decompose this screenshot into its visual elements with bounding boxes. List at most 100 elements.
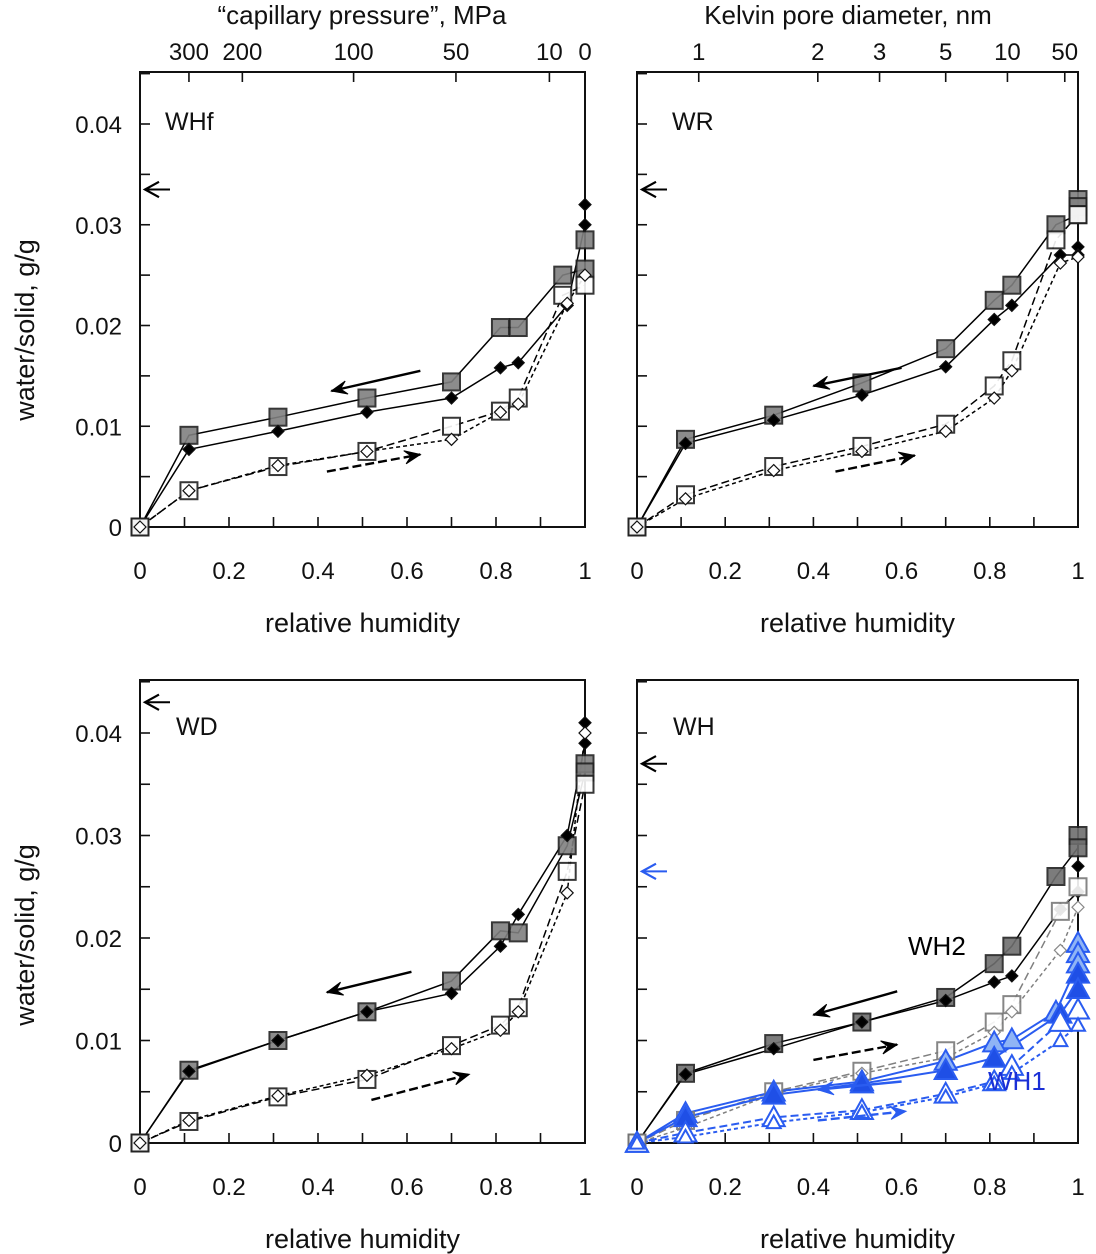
filled-diamond-marker bbox=[766, 1041, 781, 1056]
adsorption-arrow-shaft bbox=[371, 1073, 470, 1102]
y-axis-title-bottom: water/solid, g/g bbox=[10, 844, 40, 1027]
reference-arrow-head bbox=[142, 693, 160, 711]
series-line bbox=[636, 866, 1079, 1144]
open-square-marker bbox=[1068, 205, 1088, 225]
x-tick-label: 0.6 bbox=[885, 1174, 918, 1201]
x-tick-label: 0 bbox=[133, 558, 146, 585]
open-triangle-marker bbox=[1065, 996, 1091, 1020]
filled-diamond-marker bbox=[182, 1064, 196, 1079]
filled-diamond-marker bbox=[360, 405, 374, 419]
open-triangle-small-marker bbox=[936, 1087, 955, 1104]
adsorption-arrow-shaft bbox=[326, 453, 421, 473]
top-axis-tick-label: 100 bbox=[334, 39, 374, 66]
open-diamond-marker bbox=[493, 405, 508, 419]
top-axis-tick-label: 50 bbox=[1051, 39, 1078, 66]
filled-square-marker bbox=[936, 339, 956, 359]
x-tick-label: 0 bbox=[133, 1174, 146, 1201]
series-line bbox=[636, 835, 1079, 1144]
filled-diamond-marker bbox=[271, 424, 285, 439]
panel-wr: 0 0.2 0.4 0.6 0.8 1 relative humidity 1 2 3 5 10 50 W… bbox=[627, 39, 1088, 638]
adsorption-arrow-head bbox=[889, 1105, 908, 1120]
open-diamond-marker bbox=[511, 1004, 526, 1019]
open-diamond-marker bbox=[1071, 250, 1085, 264]
x-axis-title: relative humidity bbox=[760, 608, 956, 638]
x-tick-label: 0.4 bbox=[301, 1174, 334, 1201]
y-tick-label: 0.03 bbox=[75, 213, 122, 240]
desorption-arrow-shaft bbox=[813, 366, 902, 388]
adsorption-arrow-shaft bbox=[817, 1110, 907, 1122]
filled-diamond-marker bbox=[444, 391, 459, 405]
open-diamond-marker bbox=[855, 444, 869, 459]
x-tick-label: 0.2 bbox=[709, 558, 742, 585]
open-triangle-small-marker bbox=[1069, 1016, 1087, 1032]
panel-whf: 0 0.2 0.4 0.6 0.8 1 relative humidity 0 0.01 0.02… bbox=[75, 39, 595, 638]
filled-diamond-marker bbox=[560, 828, 575, 843]
open-diamond-marker bbox=[1053, 256, 1068, 270]
open-triangle-small-marker bbox=[765, 1113, 783, 1130]
top-axis-tick-label: 200 bbox=[222, 39, 262, 66]
filled-square-marker bbox=[575, 230, 595, 250]
open-diamond-marker bbox=[1071, 900, 1085, 915]
adsorption-arrow-shaft bbox=[813, 1043, 898, 1062]
filled-square-marker bbox=[1002, 275, 1022, 295]
panel-label: WHf bbox=[165, 108, 214, 136]
filled-diamond-marker bbox=[855, 1015, 869, 1029]
y-tick-label: 0.01 bbox=[75, 1029, 122, 1056]
open-diamond-marker bbox=[766, 463, 781, 478]
open-diamond-marker bbox=[560, 886, 575, 900]
y-tick-label: 0.02 bbox=[75, 926, 122, 953]
desorption-arrow-shaft bbox=[817, 1080, 902, 1091]
x-tick-label: 0.4 bbox=[301, 558, 334, 585]
filled-square-marker bbox=[1046, 867, 1066, 886]
filled-square-marker bbox=[357, 388, 377, 408]
adsorption-arrow-head bbox=[897, 451, 917, 466]
desorption-arrow-shaft bbox=[326, 970, 412, 994]
filled-triangle-marker bbox=[981, 1044, 1007, 1068]
open-square-marker bbox=[1046, 230, 1066, 250]
desorption-arrow-head bbox=[812, 1003, 831, 1018]
panel-label: WH bbox=[673, 713, 715, 741]
top-axis-title-capillary-pressure: “capillary pressure”, MPa bbox=[218, 0, 508, 30]
open-triangle-small-marker bbox=[628, 1133, 646, 1150]
filled-diamond-marker bbox=[578, 197, 592, 212]
open-diamond-marker bbox=[938, 424, 953, 439]
reference-arrow-head bbox=[639, 862, 657, 881]
y-axis-title-top: water/solid, g/g bbox=[10, 239, 40, 422]
open-triangle-small-marker bbox=[985, 1074, 1003, 1091]
filled-diamond-marker bbox=[578, 736, 592, 751]
open-triangle-small-marker bbox=[1051, 1031, 1070, 1048]
x-tick-label: 1 bbox=[1071, 558, 1084, 585]
adsorption-arrow-head bbox=[452, 1071, 471, 1086]
y-tick-label: 0 bbox=[109, 515, 122, 542]
panel-wd: 0 0.2 0.4 0.6 0.8 1 relative humidity 0 0.01 0.02… bbox=[75, 679, 595, 1254]
x-tick-label: 0.6 bbox=[390, 558, 423, 585]
x-tick-label: 1 bbox=[1071, 1174, 1084, 1201]
open-diamond-marker bbox=[271, 458, 285, 473]
top-axis-tick-label: 10 bbox=[536, 39, 563, 66]
filled-triangle-light-marker bbox=[999, 1026, 1025, 1050]
x-axis-title: relative humidity bbox=[265, 1224, 461, 1254]
filled-square-marker bbox=[984, 954, 1004, 974]
x-axis-title: relative humidity bbox=[265, 608, 461, 638]
x-tick-label: 0 bbox=[630, 1174, 643, 1201]
x-tick-label: 0 bbox=[630, 558, 643, 585]
series-line bbox=[139, 784, 586, 1144]
series-label: WH1 bbox=[988, 1066, 1046, 1096]
filled-diamond-marker bbox=[678, 1067, 693, 1082]
open-diamond-marker bbox=[133, 1136, 147, 1150]
panel-label: WR bbox=[672, 108, 714, 136]
open-diamond-marker bbox=[560, 296, 575, 311]
open-triangle-marker bbox=[1047, 1008, 1074, 1032]
filled-triangle-marker bbox=[761, 1081, 787, 1105]
y-tick-label: 0.04 bbox=[75, 112, 122, 139]
open-diamond-marker bbox=[182, 483, 196, 498]
open-triangle-small-marker bbox=[1003, 1064, 1021, 1080]
filled-triangle-marker bbox=[933, 1057, 959, 1081]
filled-diamond-marker bbox=[493, 360, 508, 375]
x-axis-title: relative humidity bbox=[760, 1224, 956, 1254]
filled-square-marker bbox=[508, 923, 528, 943]
filled-diamond-marker bbox=[766, 413, 781, 428]
filled-triangle-marker bbox=[849, 1070, 875, 1094]
filled-square-marker bbox=[508, 318, 528, 338]
filled-square-marker bbox=[268, 407, 288, 427]
